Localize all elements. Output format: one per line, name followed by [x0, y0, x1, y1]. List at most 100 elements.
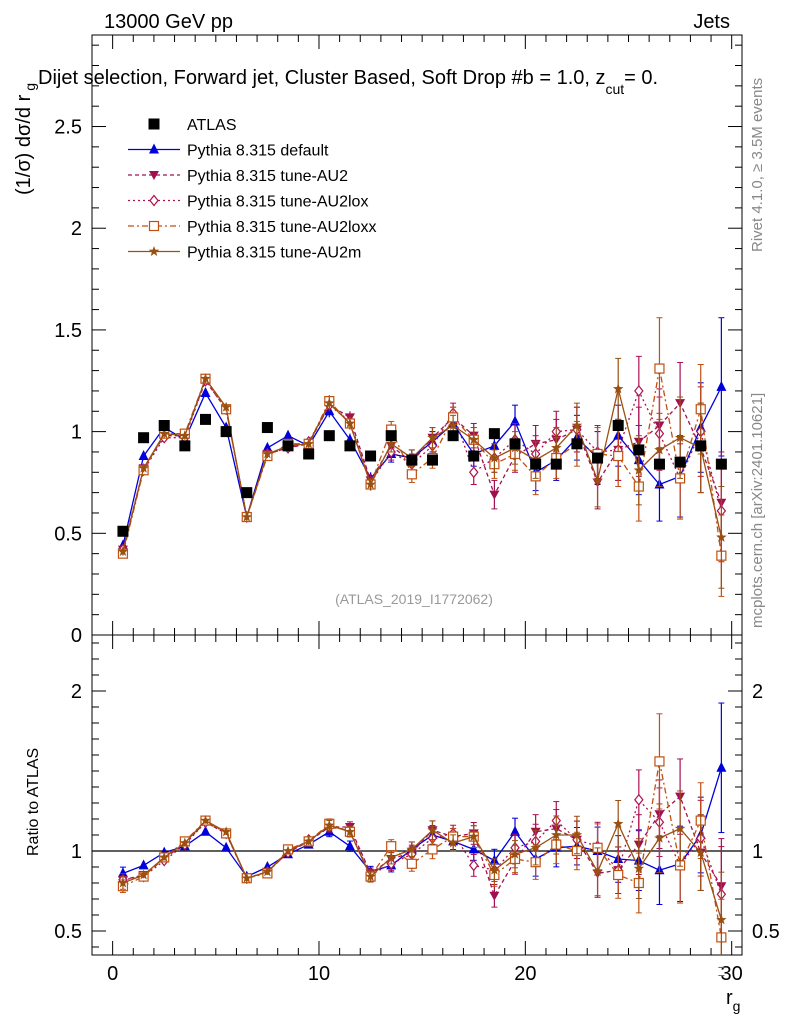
series-point — [324, 397, 335, 408]
ratio-point — [716, 761, 727, 772]
ratio-point — [468, 831, 479, 842]
series-point — [612, 383, 624, 394]
series-point — [716, 380, 727, 391]
atlas-point — [592, 452, 604, 464]
series-point — [344, 417, 356, 428]
atlas-point — [653, 458, 665, 470]
atlas-point — [158, 420, 170, 432]
series-point — [283, 429, 294, 440]
series-point — [489, 490, 500, 500]
ratio-point — [633, 863, 645, 874]
legend-marker — [148, 220, 160, 232]
legend-label: Pythia 8.315 tune-AU2lox — [187, 194, 368, 211]
atlas-point — [468, 450, 480, 462]
series-point — [447, 420, 459, 430]
ratio-point — [489, 864, 500, 875]
series-point — [220, 401, 232, 412]
ratio-point — [489, 891, 500, 901]
ratio-point — [138, 859, 149, 870]
collision-label: 13000 GeV pp — [104, 11, 233, 33]
atlas-point — [323, 430, 335, 442]
legend-label: Pythia 8.315 default — [187, 143, 329, 160]
series-point — [406, 469, 417, 480]
ratio-point — [344, 826, 356, 837]
ratio-point — [571, 829, 583, 840]
atlas-data-points — [117, 413, 727, 537]
atlas-point — [179, 440, 191, 452]
ratio-point — [344, 840, 355, 851]
atlas-point — [447, 430, 459, 442]
atlas-point — [633, 444, 645, 456]
ratio-y-tick-label-right: 2 — [752, 681, 763, 703]
ratio-point — [282, 845, 294, 856]
x-tick-label: 30 — [721, 963, 743, 985]
series-point — [592, 474, 603, 485]
x-tick-label: 10 — [308, 963, 330, 985]
ratio-point — [551, 829, 562, 840]
series-point — [510, 415, 521, 426]
ratio-y-tick-label: 0.5 — [54, 921, 82, 943]
ratio-point — [200, 825, 211, 836]
ratio-point — [365, 871, 376, 882]
atlas-point — [550, 458, 562, 470]
ratio-point — [262, 866, 273, 877]
atlas-point — [199, 413, 211, 425]
ratio-y-tick-label: 1 — [71, 841, 82, 863]
atlas-point — [509, 438, 521, 450]
series-point — [489, 452, 500, 463]
series-point — [117, 546, 129, 557]
top-y-axis-label: (1/σ) dσ/d rg — [13, 83, 38, 195]
ratio-point — [179, 837, 191, 848]
ratio-point — [634, 793, 644, 806]
ratio-point — [241, 872, 252, 883]
ratio-point — [530, 842, 541, 853]
series-point — [138, 462, 149, 473]
series-point — [613, 450, 624, 462]
ratio-point — [138, 869, 149, 880]
series-point — [200, 373, 211, 384]
atlas-point — [138, 432, 150, 444]
ratio-series-layer — [117, 702, 727, 976]
series-point — [551, 442, 562, 453]
series-point — [303, 438, 314, 449]
ratio-point — [654, 832, 665, 843]
series-point — [634, 384, 644, 397]
ratio-point — [117, 867, 128, 878]
series-point — [427, 432, 438, 443]
atlas-point — [241, 487, 253, 499]
ratio-point — [695, 847, 706, 858]
series-point — [633, 464, 645, 475]
ratio-y-tick-label: 2 — [71, 681, 82, 703]
legend: ATLAS Pythia 8.315 default Pythia 8.315 tu… — [128, 117, 376, 262]
legend-label: ATLAS — [187, 117, 237, 134]
rivet-version-label: Rivet 4.1.0, ≥ 3.5M events — [749, 78, 766, 252]
legend-marker — [149, 194, 159, 207]
ratio-point — [303, 835, 314, 846]
legend-label: Pythia 8.315 tune-AU2 — [187, 168, 348, 185]
atlas-point — [488, 428, 500, 440]
ratio-point — [447, 837, 459, 848]
series-point — [674, 432, 686, 443]
ratio-axis-ticks: 0 10 20 30 0.5 0.5 1 1 2 2 — [54, 635, 780, 985]
y-tick-label: 1 — [71, 422, 82, 444]
x-tick-label: 20 — [514, 963, 536, 985]
top-axis-ticks: 0.5 1 1.5 2 2.5 0 — [54, 35, 742, 647]
ratio-point — [509, 848, 521, 859]
atlas-point — [117, 525, 129, 537]
atlas-point — [426, 454, 438, 466]
atlas-point — [365, 450, 377, 462]
series-point — [468, 466, 479, 479]
atlas-point — [282, 440, 294, 452]
series-point — [654, 444, 665, 455]
atlas-point — [344, 440, 356, 452]
ratio-point — [200, 815, 211, 826]
y-tick-label-zero: 0 — [71, 625, 82, 647]
series-point — [262, 448, 273, 459]
ratio-y-tick-label-right: 0.5 — [752, 921, 780, 943]
series-point — [262, 441, 273, 452]
ratio-point — [468, 843, 479, 854]
ratio-point — [510, 825, 521, 836]
legend-marker — [148, 246, 160, 256]
ratio-point — [468, 859, 479, 872]
